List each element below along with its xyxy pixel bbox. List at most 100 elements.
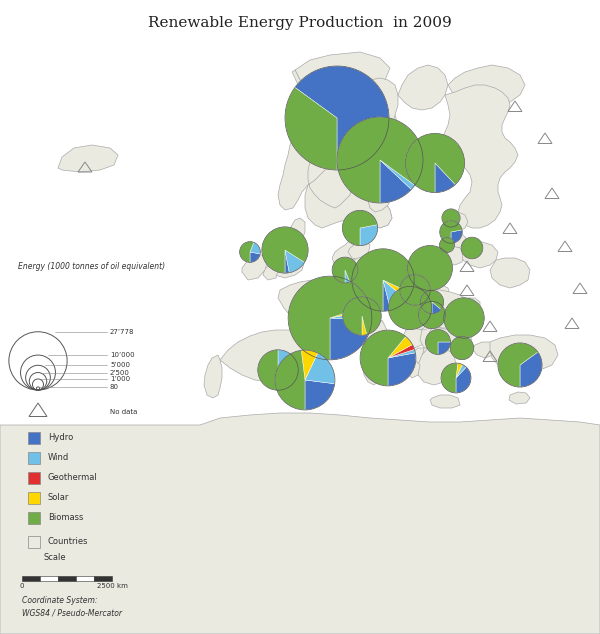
Wedge shape	[439, 238, 455, 252]
FancyBboxPatch shape	[28, 512, 40, 524]
Wedge shape	[456, 365, 466, 378]
FancyBboxPatch shape	[94, 576, 112, 581]
Polygon shape	[278, 70, 398, 228]
Text: 0: 0	[20, 583, 24, 589]
Polygon shape	[392, 282, 432, 302]
FancyBboxPatch shape	[40, 576, 58, 581]
Wedge shape	[432, 302, 441, 314]
Polygon shape	[333, 262, 354, 278]
Wedge shape	[285, 250, 289, 273]
Wedge shape	[288, 276, 370, 360]
Wedge shape	[380, 160, 412, 203]
Text: Solar: Solar	[48, 493, 70, 503]
Text: 80: 80	[110, 384, 119, 390]
Wedge shape	[305, 380, 335, 410]
Polygon shape	[358, 78, 402, 212]
Wedge shape	[498, 343, 538, 387]
Wedge shape	[380, 160, 415, 190]
Polygon shape	[278, 280, 348, 328]
Polygon shape	[398, 308, 428, 332]
Polygon shape	[368, 292, 428, 312]
Polygon shape	[362, 320, 392, 385]
Wedge shape	[360, 224, 377, 245]
Polygon shape	[413, 348, 430, 365]
Wedge shape	[239, 242, 254, 262]
Wedge shape	[388, 337, 412, 358]
Polygon shape	[398, 65, 448, 110]
Text: 2500 km: 2500 km	[97, 583, 127, 589]
Polygon shape	[278, 218, 305, 252]
Wedge shape	[383, 280, 407, 310]
Wedge shape	[337, 117, 423, 203]
Text: 2’500: 2’500	[110, 370, 130, 375]
Wedge shape	[275, 351, 305, 410]
Polygon shape	[428, 328, 472, 352]
Polygon shape	[263, 265, 278, 280]
Wedge shape	[442, 209, 460, 227]
Wedge shape	[330, 318, 372, 360]
Wedge shape	[250, 252, 260, 262]
Wedge shape	[330, 305, 371, 318]
Text: Wind: Wind	[48, 453, 69, 462]
Wedge shape	[425, 330, 451, 354]
Wedge shape	[383, 280, 391, 311]
Wedge shape	[456, 367, 471, 393]
Wedge shape	[418, 301, 446, 328]
Wedge shape	[440, 221, 462, 243]
Polygon shape	[422, 348, 436, 362]
Wedge shape	[332, 257, 358, 283]
FancyBboxPatch shape	[28, 432, 40, 444]
Wedge shape	[262, 227, 308, 273]
Wedge shape	[285, 250, 305, 273]
Wedge shape	[388, 287, 431, 330]
Text: Geothermal: Geothermal	[48, 474, 98, 482]
Polygon shape	[349, 288, 360, 298]
FancyBboxPatch shape	[22, 576, 40, 581]
Polygon shape	[242, 255, 268, 280]
Wedge shape	[330, 310, 372, 321]
Wedge shape	[383, 280, 411, 300]
Polygon shape	[220, 330, 312, 382]
Polygon shape	[348, 240, 370, 260]
Polygon shape	[346, 294, 380, 312]
Polygon shape	[443, 246, 464, 265]
Wedge shape	[388, 344, 415, 358]
Wedge shape	[388, 353, 416, 386]
Polygon shape	[462, 242, 498, 268]
Wedge shape	[345, 270, 350, 283]
Wedge shape	[352, 249, 414, 311]
Wedge shape	[305, 353, 335, 384]
Wedge shape	[362, 316, 367, 335]
FancyBboxPatch shape	[28, 452, 40, 464]
Wedge shape	[343, 210, 377, 245]
Wedge shape	[456, 363, 463, 378]
Text: Energy (1000 tonnes of oil equivalent): Energy (1000 tonnes of oil equivalent)	[18, 262, 165, 271]
Polygon shape	[268, 248, 305, 278]
Polygon shape	[442, 85, 518, 228]
Polygon shape	[445, 230, 466, 248]
Polygon shape	[473, 342, 495, 358]
Polygon shape	[424, 285, 450, 304]
Polygon shape	[0, 413, 600, 634]
Wedge shape	[258, 350, 278, 390]
Polygon shape	[464, 298, 480, 315]
Wedge shape	[438, 342, 451, 354]
Wedge shape	[360, 330, 406, 386]
Wedge shape	[400, 275, 430, 306]
FancyBboxPatch shape	[76, 576, 94, 581]
Text: 5’000: 5’000	[110, 362, 130, 368]
Text: Hydro: Hydro	[48, 434, 73, 443]
Polygon shape	[420, 328, 442, 350]
Text: 10’000: 10’000	[110, 352, 134, 358]
Wedge shape	[451, 336, 473, 359]
Text: 27’778: 27’778	[110, 329, 134, 335]
Polygon shape	[58, 145, 118, 172]
Polygon shape	[295, 52, 390, 90]
Wedge shape	[421, 290, 443, 314]
FancyBboxPatch shape	[28, 536, 40, 548]
Polygon shape	[490, 258, 530, 288]
Polygon shape	[418, 348, 456, 385]
Text: Renewable Energy Production  in 2009: Renewable Energy Production in 2009	[148, 16, 452, 30]
Polygon shape	[448, 65, 525, 105]
Wedge shape	[285, 87, 337, 170]
